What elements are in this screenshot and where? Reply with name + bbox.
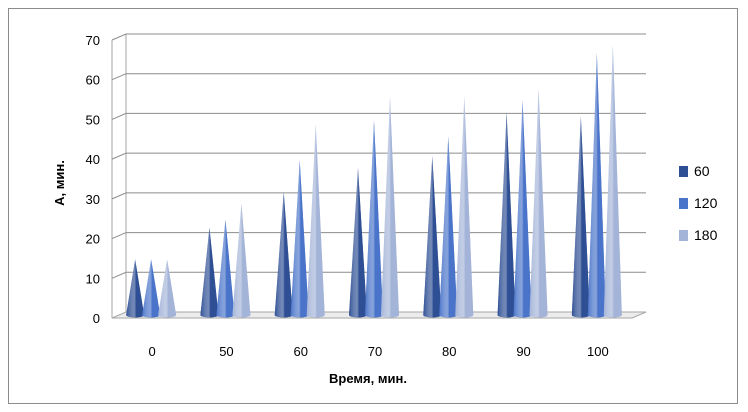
x-tick-label: 60: [293, 344, 307, 359]
x-tick-label: 70: [368, 344, 382, 359]
gridlines: [111, 33, 646, 279]
cone-180-50: [232, 203, 251, 318]
legend-item-120: 120: [679, 195, 718, 211]
cone-60-0: [126, 259, 145, 318]
x-axis-title: Время, мин.: [329, 371, 407, 386]
cone-120-90: [513, 100, 532, 318]
y-tick-label: 10: [86, 271, 100, 286]
y-tick-label: 20: [86, 232, 100, 247]
cone-180-0: [158, 259, 177, 318]
cone-180-100: [603, 44, 622, 318]
gridline: [111, 192, 646, 200]
legend-swatch: [679, 166, 688, 177]
y-axis-ticks: 0 10 20 30 40 50 60 70: [86, 33, 100, 326]
legend-label: 60: [694, 163, 710, 179]
legend-swatch: [679, 198, 688, 209]
legend-label: 120: [694, 195, 718, 211]
legend-item-180: 180: [679, 227, 718, 243]
legend: 60 120 180: [679, 163, 718, 243]
cone-60-60: [274, 191, 293, 318]
y-tick-label: 70: [86, 33, 100, 48]
gridline: [111, 73, 646, 81]
x-tick-label: 100: [587, 344, 609, 359]
cone-180-90: [529, 88, 548, 318]
y-tick-label: 40: [86, 152, 100, 167]
cone-180-80: [455, 96, 474, 318]
gridline: [111, 232, 646, 240]
legend-swatch: [679, 230, 688, 241]
cone-120-0: [142, 259, 161, 318]
y-axis-title: А, мин.: [52, 160, 67, 206]
cone-120-60: [290, 160, 309, 318]
x-tick-label: 0: [149, 344, 156, 359]
cone-60-80: [423, 156, 442, 318]
cone-180-60: [306, 124, 325, 318]
gridline: [111, 271, 646, 279]
cone-120-70: [365, 120, 383, 318]
cone-120-50: [216, 219, 235, 318]
y-tick-label: 60: [86, 73, 100, 88]
y-tick-label: 30: [86, 192, 100, 207]
y-tick-label: 50: [86, 112, 100, 127]
legend-item-60: 60: [679, 163, 710, 179]
cone-60-90: [497, 112, 516, 318]
x-tick-label: 80: [442, 344, 456, 359]
y-tick-label: 0: [93, 311, 100, 326]
cone-60-50: [200, 227, 219, 318]
x-tick-label: 90: [516, 344, 530, 359]
cone-60-70: [349, 168, 367, 318]
cone-120-80: [439, 136, 458, 318]
cone-60-100: [571, 116, 590, 318]
gridline: [111, 152, 646, 160]
cone-120-100: [587, 52, 606, 318]
x-axis-ticks: 0 50 60 70 80 90 100: [149, 344, 609, 359]
gridline: [111, 112, 646, 120]
data-cones: [126, 44, 622, 318]
x-tick-label: 50: [219, 344, 233, 359]
legend-label: 180: [694, 227, 718, 243]
gridline: [111, 33, 646, 41]
cone-180-70: [381, 96, 399, 318]
